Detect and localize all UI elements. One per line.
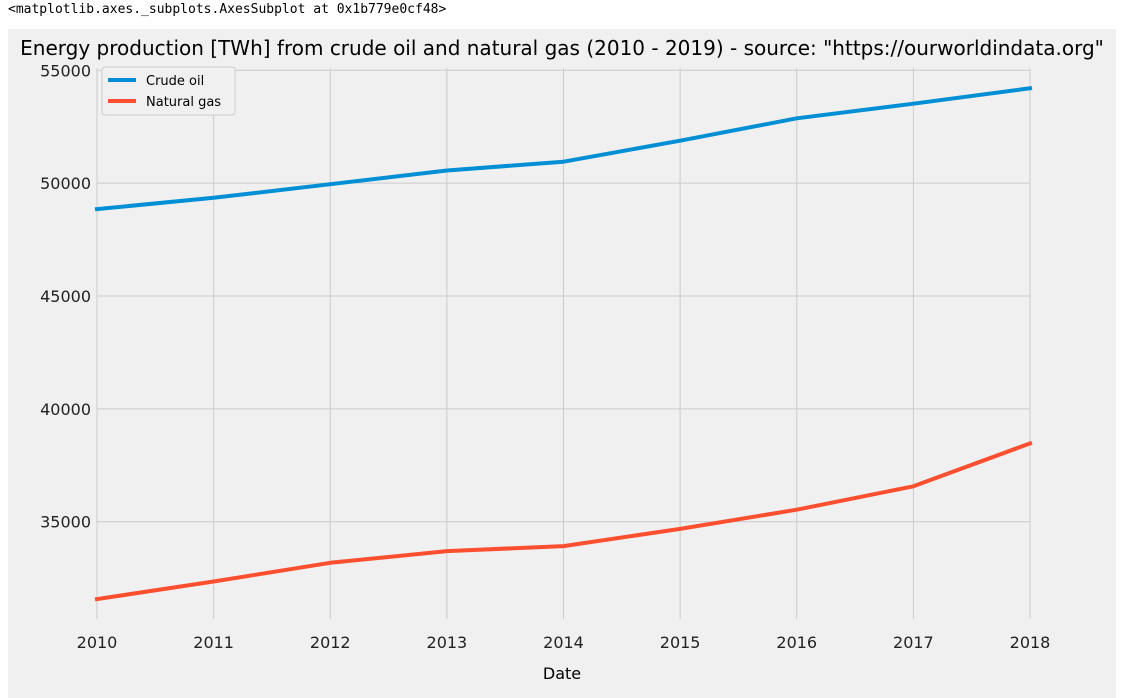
x-tick-label: 2016 xyxy=(776,633,817,652)
x-tick-label: 2015 xyxy=(660,633,701,652)
figure-background xyxy=(8,29,1116,698)
grid-lines xyxy=(96,68,1031,619)
y-axis-ticks: 35000 40000 45000 50000 55000 xyxy=(40,61,91,531)
x-axis-ticks: 2010 2011 2012 2013 2014 2015 2016 2017 2018 xyxy=(77,633,1051,652)
y-tick-label: 35000 xyxy=(40,513,91,532)
y-tick-label: 45000 xyxy=(40,287,91,306)
y-tick-label: 40000 xyxy=(40,400,91,419)
x-tick-label: 2018 xyxy=(1010,633,1051,652)
series-line-crude-oil xyxy=(94,86,1033,212)
y-tick-label: 50000 xyxy=(40,174,91,193)
x-tick-label: 2011 xyxy=(193,633,234,652)
chart-figure: 35000 40000 45000 50000 55000 2010 2011 2012 20… xyxy=(0,29,1124,698)
x-tick-label: 2010 xyxy=(77,633,118,652)
x-tick-label: 2014 xyxy=(543,633,584,652)
series-lines xyxy=(94,86,1033,602)
chart-legend: Crude oil Natural gas xyxy=(101,66,236,116)
output-repr-text: <matplotlib.axes._subplots.AxesSubplot a… xyxy=(8,2,447,17)
x-tick-label: 2012 xyxy=(310,633,351,652)
legend-label: Natural gas xyxy=(146,95,221,110)
chart-title: Energy production [TWh] from crude oil a… xyxy=(20,36,1104,60)
x-tick-label: 2017 xyxy=(893,633,934,652)
series-line-natural-gas xyxy=(94,440,1033,602)
x-tick-label: 2013 xyxy=(427,633,468,652)
y-tick-label: 55000 xyxy=(40,61,91,80)
legend-label: Crude oil xyxy=(146,74,204,89)
x-axis-label: Date xyxy=(543,664,581,683)
